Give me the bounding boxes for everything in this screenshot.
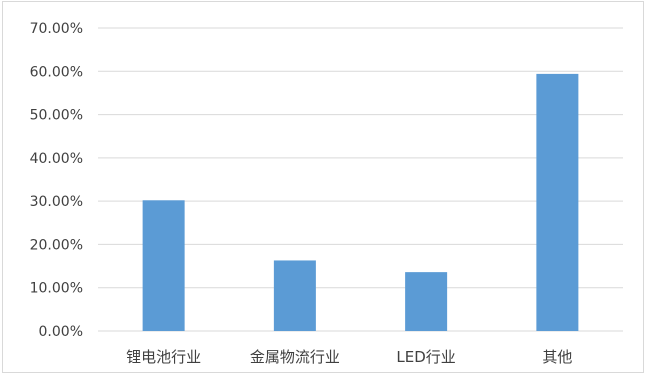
x-category-label: 金属物流行业 (250, 348, 340, 366)
bar-2 (405, 272, 448, 331)
x-category-label: LED行业 (396, 348, 455, 366)
bar-0 (142, 200, 185, 331)
y-tick-label: 50.00% (30, 108, 83, 124)
bar-1 (273, 260, 316, 331)
bar-chart: 0.00% 10.00% 20.00% 30.00% 40.00% 50.00% 60.00… (30, 21, 623, 366)
y-tick-label: 20.00% (30, 237, 83, 253)
y-tick-label: 10.00% (30, 281, 83, 297)
chart-frame: 0.00% 10.00% 20.00% 30.00% 40.00% 50.00% 60.00… (2, 1, 644, 373)
x-category-label: 锂电池行业 (126, 348, 201, 366)
x-category-label: 其他 (542, 348, 572, 366)
y-tick-label: 60.00% (30, 64, 83, 80)
y-tick-label: 70.00% (30, 21, 83, 37)
y-tick-label: 0.00% (39, 324, 83, 340)
y-tick-label: 40.00% (30, 151, 83, 167)
y-tick-label: 30.00% (30, 194, 83, 210)
bar-3 (536, 73, 579, 331)
